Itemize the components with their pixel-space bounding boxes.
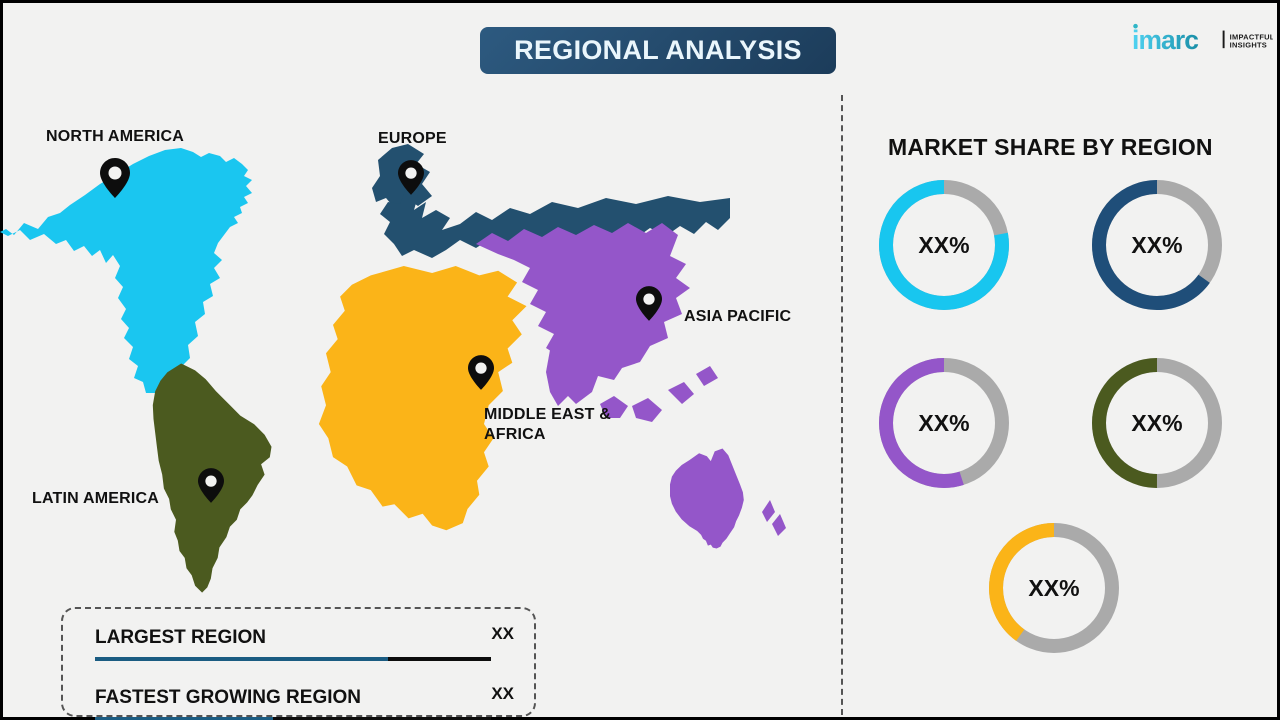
svg-text:INSIGHTS: INSIGHTS [1230, 41, 1267, 50]
svg-text:imarc: imarc [1132, 25, 1198, 55]
